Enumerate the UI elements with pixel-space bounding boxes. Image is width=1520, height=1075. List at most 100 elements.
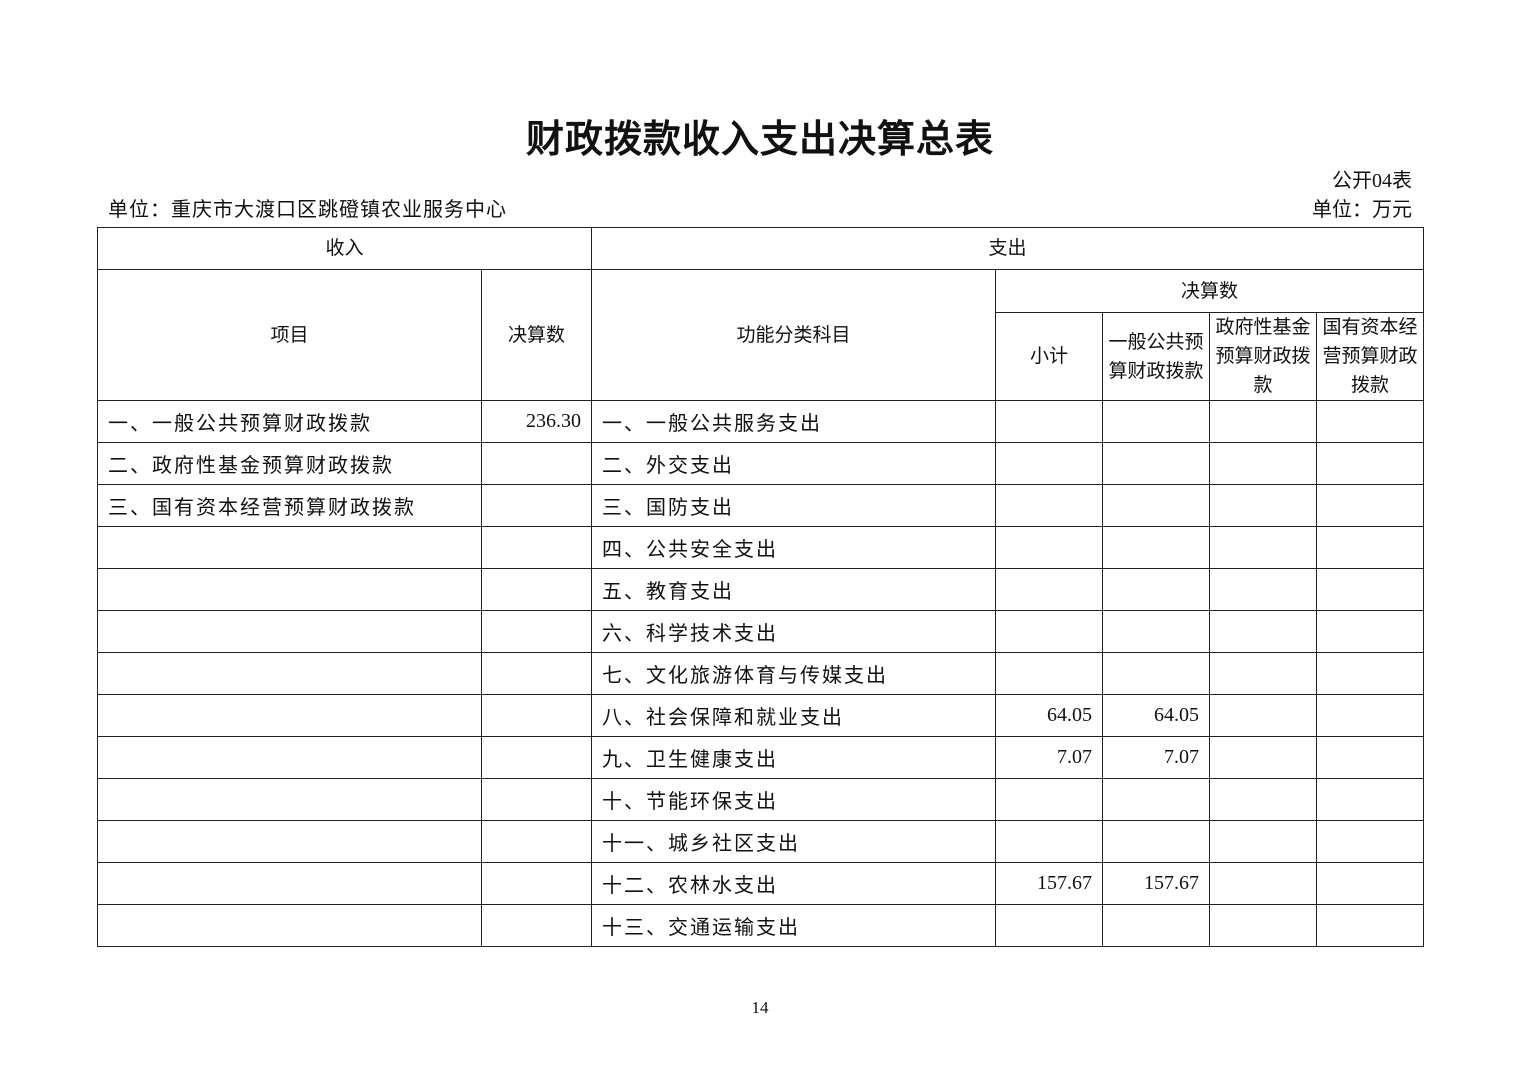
income-amount — [480, 820, 593, 863]
expense-item: 二、外交支出 — [591, 442, 997, 485]
income-amount — [480, 862, 593, 905]
income-amount — [480, 652, 593, 695]
form-number: 公开04表 — [1332, 170, 1412, 192]
table-row: 五、教育支出 — [97, 568, 1425, 611]
subtotal-cell — [995, 778, 1104, 821]
subtotal-cell: 7.07 — [995, 736, 1104, 779]
income-item — [97, 778, 482, 821]
gov-fund-cell — [1209, 736, 1318, 779]
state-capital-header: 国有资本经营预算财政拨款 — [1316, 312, 1425, 401]
money-unit: 单位：万元 — [1312, 199, 1412, 221]
state-capital-cell — [1316, 442, 1425, 485]
state-capital-cell — [1316, 778, 1425, 821]
gov-fund-cell — [1209, 400, 1318, 443]
subtotal-cell — [995, 652, 1104, 695]
table-row: 四、公共安全支出 — [97, 526, 1425, 569]
subtotal-header: 小计 — [995, 312, 1104, 401]
general-public-cell: 64.05 — [1102, 694, 1211, 737]
general-public-header: 一般公共预算财政拨款 — [1102, 312, 1211, 401]
subtotal-cell — [995, 526, 1104, 569]
general-public-cell — [1102, 400, 1211, 443]
income-item — [97, 526, 482, 569]
income-amount — [480, 694, 593, 737]
general-public-cell — [1102, 778, 1211, 821]
expense-item: 十一、城乡社区支出 — [591, 820, 997, 863]
gov-fund-cell — [1209, 568, 1318, 611]
expense-item: 六、科学技术支出 — [591, 610, 997, 653]
state-capital-cell — [1316, 484, 1425, 527]
subtotal-cell — [995, 400, 1104, 443]
income-item: 一、一般公共预算财政拨款 — [97, 400, 482, 443]
state-capital-cell — [1316, 736, 1425, 779]
general-public-cell — [1102, 484, 1211, 527]
item-header: 项目 — [97, 269, 482, 401]
table-row: 一、一般公共预算财政拨款 236.30 一、一般公共服务支出 — [97, 400, 1425, 443]
state-capital-cell — [1316, 904, 1425, 947]
general-public-cell — [1102, 610, 1211, 653]
gov-fund-header: 政府性基金预算财政拨款 — [1209, 312, 1318, 401]
income-amount — [480, 526, 593, 569]
gov-fund-cell — [1209, 694, 1318, 737]
gov-fund-cell — [1209, 526, 1318, 569]
income-item — [97, 652, 482, 695]
expense-item: 十二、农林水支出 — [591, 862, 997, 905]
subtotal-cell — [995, 904, 1104, 947]
organization-unit: 单位：重庆市大渡口区跳磴镇农业服务中心 — [108, 199, 507, 221]
income-amount — [480, 442, 593, 485]
table-row: 七、文化旅游体育与传媒支出 — [97, 652, 1425, 695]
table-row: 三、国有资本经营预算财政拨款 三、国防支出 — [97, 484, 1425, 527]
subtotal-cell — [995, 820, 1104, 863]
table-row: 九、卫生健康支出 7.07 7.07 — [97, 736, 1425, 779]
subtotal-cell — [995, 610, 1104, 653]
subtotal-cell: 157.67 — [995, 862, 1104, 905]
income-amount — [480, 736, 593, 779]
expense-item: 十、节能环保支出 — [591, 778, 997, 821]
income-amount — [480, 484, 593, 527]
state-capital-cell — [1316, 400, 1425, 443]
general-public-cell: 157.67 — [1102, 862, 1211, 905]
page-title: 财政拨款收入支出决算总表 — [525, 117, 994, 161]
gov-fund-cell — [1209, 904, 1318, 947]
budget-table: 收入 支出 项目 决算数 功能分类科目 决算数 小计 一般公共预算财政拨款 政府… — [96, 227, 1425, 947]
general-public-cell — [1102, 652, 1211, 695]
general-public-cell — [1102, 904, 1211, 947]
state-capital-cell — [1316, 862, 1425, 905]
state-capital-cell — [1316, 568, 1425, 611]
expense-item: 十三、交通运输支出 — [591, 904, 997, 947]
income-item — [97, 862, 482, 905]
expense-item: 四、公共安全支出 — [591, 526, 997, 569]
table-row: 十二、农林水支出 157.67 157.67 — [97, 862, 1425, 905]
income-amount — [480, 778, 593, 821]
general-public-cell — [1102, 820, 1211, 863]
page-number: 14 — [751, 998, 769, 1017]
expense-item: 九、卫生健康支出 — [591, 736, 997, 779]
state-capital-cell — [1316, 610, 1425, 653]
income-amount — [480, 568, 593, 611]
gov-fund-cell — [1209, 610, 1318, 653]
function-category-header: 功能分类科目 — [591, 269, 997, 401]
gov-fund-cell — [1209, 652, 1318, 695]
income-item: 二、政府性基金预算财政拨款 — [97, 442, 482, 485]
income-item — [97, 820, 482, 863]
income-item — [97, 904, 482, 947]
state-capital-cell — [1316, 694, 1425, 737]
general-public-cell — [1102, 526, 1211, 569]
income-item — [97, 736, 482, 779]
table-row: 十一、城乡社区支出 — [97, 820, 1425, 863]
table-row: 十三、交通运输支出 — [97, 904, 1425, 947]
state-capital-cell — [1316, 526, 1425, 569]
income-item — [97, 694, 482, 737]
general-public-cell: 7.07 — [1102, 736, 1211, 779]
subtotal-cell — [995, 442, 1104, 485]
expense-item: 七、文化旅游体育与传媒支出 — [591, 652, 997, 695]
state-capital-cell — [1316, 820, 1425, 863]
table-row: 二、政府性基金预算财政拨款 二、外交支出 — [97, 442, 1425, 485]
income-amount — [480, 904, 593, 947]
income-amount: 236.30 — [480, 400, 593, 443]
gov-fund-cell — [1209, 820, 1318, 863]
expense-item: 五、教育支出 — [591, 568, 997, 611]
table-row: 八、社会保障和就业支出 64.05 64.05 — [97, 694, 1425, 737]
income-item: 三、国有资本经营预算财政拨款 — [97, 484, 482, 527]
subtotal-cell — [995, 484, 1104, 527]
state-capital-cell — [1316, 652, 1425, 695]
